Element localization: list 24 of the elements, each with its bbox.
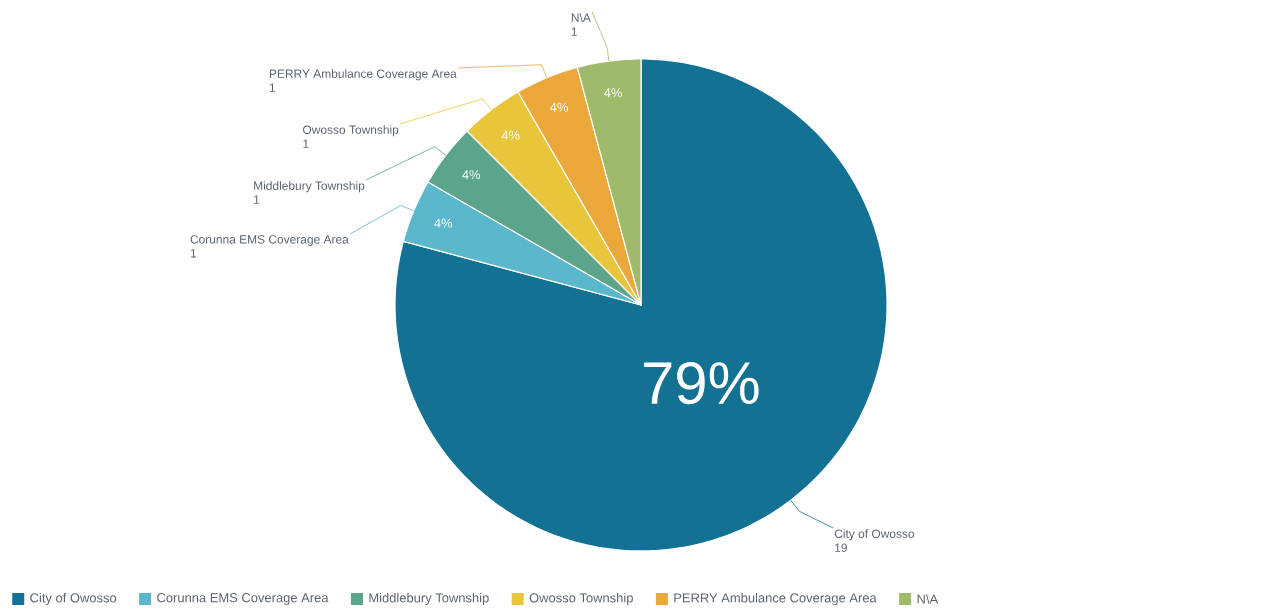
slice-label: PERRY Ambulance Coverage Area bbox=[269, 69, 457, 81]
legend-label: Corunna EMS Coverage Area bbox=[157, 593, 329, 605]
legend-label: PERRY Ambulance Coverage Area bbox=[674, 592, 877, 606]
text: 4% bbox=[434, 218, 453, 228]
text: 4% bbox=[462, 170, 481, 180]
legend-label: City of Owosso bbox=[30, 592, 117, 606]
slice-label: N\A bbox=[571, 13, 591, 22]
legend-label: Owosso Township bbox=[529, 592, 633, 606]
data-label: 1 bbox=[303, 139, 309, 148]
data-label: 1 bbox=[269, 83, 276, 92]
text: 79% bbox=[644, 361, 759, 405]
data-label: 1 bbox=[190, 249, 197, 258]
data-label: 1 bbox=[254, 195, 260, 204]
data-label: 19 bbox=[835, 543, 847, 552]
slice-label: Middlebury Township bbox=[254, 181, 365, 193]
text: 4% bbox=[550, 102, 569, 112]
slice-label: City of Owosso bbox=[834, 529, 915, 541]
legend-label: N\A bbox=[917, 594, 939, 604]
text: 4% bbox=[604, 88, 622, 98]
text: 4% bbox=[501, 130, 520, 140]
data-label: 1 bbox=[571, 27, 577, 36]
legend-label: Middlebury Township bbox=[369, 592, 489, 606]
slice-label: Corunna EMS Coverage Area bbox=[190, 235, 349, 247]
slice-label: Owosso Township bbox=[303, 125, 399, 137]
